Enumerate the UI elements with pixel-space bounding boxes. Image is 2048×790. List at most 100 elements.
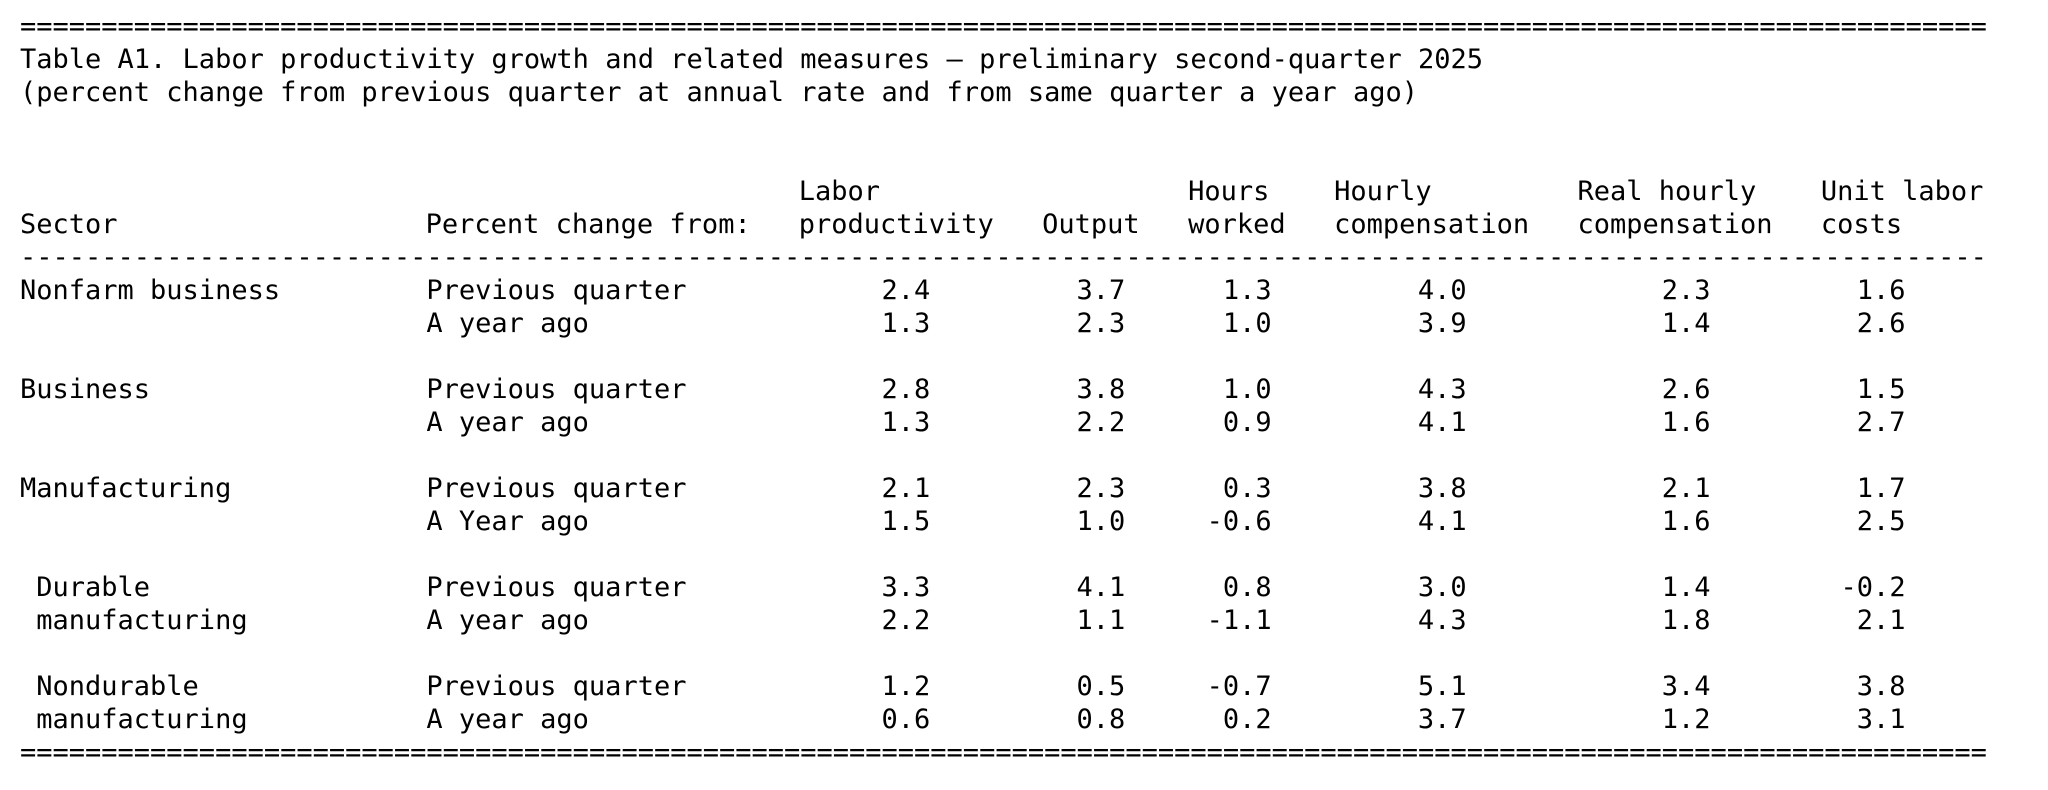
value-cell: 1.1 — [1076, 605, 1126, 636]
value-cell: 0.8 — [1222, 572, 1272, 603]
col-header-compensation: compensation — [1334, 209, 1530, 240]
value-cell: 1.4 — [1661, 572, 1711, 603]
value-cell: 3.4 — [1661, 671, 1711, 702]
table-row: Business Previous quarter 2.8 3.8 1.0 4.3 2.6 1… — [20, 373, 2048, 406]
value-cell: 3.9 — [1417, 308, 1467, 339]
value-cell: -0.7 — [1206, 671, 1272, 702]
table-row: Nonfarm business Previous quarter 2.4 3.7 1.… — [20, 274, 2048, 307]
change-from-cell: A year ago — [426, 407, 589, 438]
header-row-1: Labor Hours Hourly Real hourly Unit labo… — [20, 175, 2048, 208]
change-from-cell: Previous quarter — [426, 671, 687, 702]
value-cell: 2.3 — [1076, 473, 1126, 504]
sector-name-cell: Nondurable — [20, 671, 199, 702]
change-from-cell: A year ago — [426, 605, 589, 636]
sector-name-cell: manufacturing — [20, 605, 248, 636]
col-header-productivity: productivity — [798, 209, 994, 240]
value-cell: 1.0 — [1076, 506, 1126, 537]
change-from-cell: Previous quarter — [426, 374, 687, 405]
col-header-sector: Sector — [20, 209, 118, 240]
value-cell: 4.1 — [1417, 506, 1467, 537]
value-cell: 5.1 — [1417, 671, 1467, 702]
table-subtitle: (percent change from previous quarter at… — [20, 77, 1418, 108]
value-cell: 1.3 — [881, 308, 931, 339]
value-cell: 3.1 — [1856, 704, 1906, 735]
col-header-labor: Labor — [798, 176, 881, 207]
header-blank-change — [426, 175, 799, 208]
spacer-line — [20, 142, 2048, 175]
value-cell: -0.6 — [1206, 506, 1272, 537]
value-cell: 3.8 — [1417, 473, 1467, 504]
value-cell: 4.1 — [1076, 572, 1126, 603]
table-row: Nondurable Previous quarter 1.2 0.5 -0.7 5.1 3… — [20, 670, 2048, 703]
value-cell: 0.3 — [1222, 473, 1272, 504]
table-row: manufacturing A year ago 2.2 1.1 -1.1 4.3 1.8 2… — [20, 604, 2048, 637]
col-header-hourly: Hourly — [1334, 176, 1432, 207]
value-cell: 2.3 — [1076, 308, 1126, 339]
change-from-cell: A year ago — [426, 704, 589, 735]
value-cell: -0.2 — [1840, 572, 1906, 603]
value-cell: 0.6 — [881, 704, 931, 735]
table-row: A year ago 1.3 2.3 1.0 3.9 1.4 2.6 — [20, 307, 2048, 340]
bottom-border-rule: ========================================… — [20, 737, 1987, 768]
table-title: Table A1. Labor productivity growth and … — [20, 44, 1483, 75]
table-row: A Year ago 1.5 1.0 -0.6 4.1 1.6 2.5 — [20, 505, 2048, 538]
change-from-cell: A Year ago — [426, 506, 589, 537]
value-cell: 1.0 — [1222, 374, 1272, 405]
col-header-unit-labor: Unit labor — [1820, 176, 1984, 207]
change-from-cell: Previous quarter — [426, 572, 687, 603]
spacer-line — [20, 637, 2048, 670]
value-cell: 2.1 — [881, 473, 931, 504]
value-cell: 2.2 — [1076, 407, 1126, 438]
value-cell: 4.3 — [1417, 605, 1467, 636]
value-cell: 1.5 — [1856, 374, 1906, 405]
value-cell: 2.2 — [881, 605, 931, 636]
value-cell: 1.8 — [1661, 605, 1711, 636]
value-cell: 1.3 — [881, 407, 931, 438]
col-header-output: Output — [1042, 209, 1140, 240]
sector-name-cell — [20, 505, 426, 538]
change-from-cell: Previous quarter — [426, 275, 687, 306]
value-cell: 2.6 — [1856, 308, 1906, 339]
value-cell: 2.3 — [1661, 275, 1711, 306]
col-header-real-hourly: Real hourly — [1577, 176, 1757, 207]
value-cell: 3.8 — [1856, 671, 1906, 702]
col-header-real-compensation: compensation — [1577, 209, 1773, 240]
col-header-percent-change-from: Percent change from: — [425, 209, 751, 240]
value-cell: 2.1 — [1661, 473, 1711, 504]
value-cell: 1.3 — [1222, 275, 1272, 306]
value-cell: 3.8 — [1076, 374, 1126, 405]
header-row-2: Sector Percent change from: productivity… — [20, 208, 2048, 241]
value-cell: 1.6 — [1661, 506, 1711, 537]
value-cell: 2.5 — [1856, 506, 1906, 537]
value-cell: 4.3 — [1417, 374, 1467, 405]
value-cell: 1.2 — [1661, 704, 1711, 735]
value-cell: 0.9 — [1222, 407, 1272, 438]
sector-name-cell: Nonfarm business — [20, 275, 281, 306]
value-cell: 4.0 — [1417, 275, 1467, 306]
table-row: manufacturing A year ago 0.6 0.8 0.2 3.7 1.2 3.… — [20, 703, 2048, 736]
sector-name-cell: Manufacturing — [20, 473, 232, 504]
value-cell: 1.6 — [1856, 275, 1906, 306]
value-cell: 1.2 — [881, 671, 931, 702]
change-from-cell: A year ago — [426, 308, 589, 339]
value-cell: 2.8 — [881, 374, 931, 405]
value-cell: 0.5 — [1076, 671, 1126, 702]
sector-name-cell: manufacturing — [20, 704, 248, 735]
header-separator-rule: ----------------------------------------… — [20, 242, 1987, 273]
change-from-cell: Previous quarter — [426, 473, 687, 504]
value-cell: 2.1 — [1856, 605, 1906, 636]
value-cell: 1.5 — [881, 506, 931, 537]
value-cell: 3.3 — [881, 572, 931, 603]
value-cell: 3.7 — [1076, 275, 1126, 306]
table-row: Durable Previous quarter 3.3 4.1 0.8 3.0 1.4 -0… — [20, 571, 2048, 604]
value-cell: 1.6 — [1661, 407, 1711, 438]
header-blank-sector — [20, 175, 426, 208]
table-row: Manufacturing Previous quarter 2.1 2.3 0.3 3.… — [20, 472, 2048, 505]
col-header-output-blank — [1042, 175, 1188, 208]
col-header-costs: costs — [1820, 209, 1903, 240]
spacer-line — [20, 439, 2048, 472]
value-cell: 0.8 — [1076, 704, 1126, 735]
top-border-rule: ========================================… — [20, 11, 1987, 42]
value-cell: 1.0 — [1222, 308, 1272, 339]
value-cell: 3.7 — [1417, 704, 1467, 735]
